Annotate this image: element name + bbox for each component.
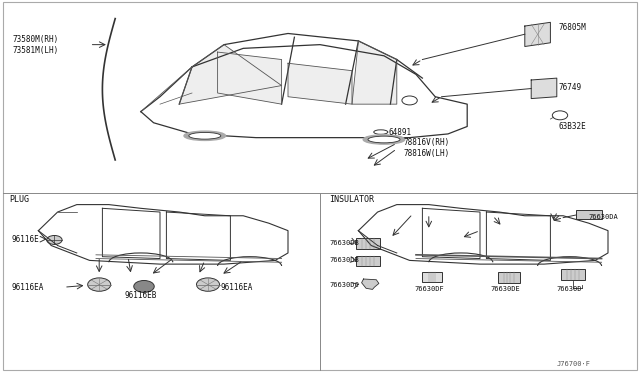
Text: 96116EA: 96116EA (12, 283, 44, 292)
Text: 76630DE: 76630DE (491, 286, 520, 292)
Ellipse shape (184, 131, 226, 141)
Text: 76630DC: 76630DC (330, 282, 359, 288)
Text: 64891: 64891 (388, 128, 412, 137)
Ellipse shape (364, 135, 405, 144)
Polygon shape (362, 279, 379, 289)
Bar (356, 238, 380, 249)
Text: 76630DB: 76630DB (330, 240, 359, 246)
Polygon shape (288, 63, 352, 104)
Bar (576, 210, 602, 219)
Bar (498, 272, 520, 283)
Text: 96116EA: 96116EA (221, 283, 253, 292)
Polygon shape (525, 22, 550, 46)
Ellipse shape (368, 136, 400, 143)
Text: 76630DA: 76630DA (589, 214, 618, 219)
Text: 73580M(RH): 73580M(RH) (13, 35, 59, 44)
Bar (422, 272, 442, 282)
Circle shape (47, 235, 62, 244)
Circle shape (402, 96, 417, 105)
Bar (561, 269, 585, 280)
Text: 78816W(LH): 78816W(LH) (403, 149, 449, 158)
Polygon shape (352, 41, 397, 104)
Ellipse shape (374, 130, 388, 134)
Text: PLUG: PLUG (10, 195, 29, 203)
Text: 76805M: 76805M (558, 23, 586, 32)
Text: 63B32E: 63B32E (558, 122, 586, 131)
Circle shape (196, 278, 220, 291)
Text: J76700·F: J76700·F (557, 361, 591, 367)
Text: INSULATOR: INSULATOR (330, 195, 374, 203)
Text: 96116EB: 96116EB (125, 291, 157, 300)
Text: 73581M(LH): 73581M(LH) (13, 46, 59, 55)
Bar (356, 256, 380, 266)
Text: 96116E: 96116E (12, 235, 39, 244)
Text: 76749: 76749 (558, 83, 581, 92)
Circle shape (552, 111, 568, 120)
Text: 76630DF: 76630DF (414, 286, 444, 292)
Circle shape (88, 278, 111, 291)
Polygon shape (179, 45, 282, 104)
Ellipse shape (189, 132, 221, 139)
Polygon shape (531, 78, 557, 99)
Text: 76630DB: 76630DB (330, 257, 359, 263)
Text: 76630D: 76630D (557, 286, 582, 292)
Text: 78816V(RH): 78816V(RH) (403, 138, 449, 147)
Circle shape (134, 280, 154, 292)
Polygon shape (218, 52, 282, 104)
